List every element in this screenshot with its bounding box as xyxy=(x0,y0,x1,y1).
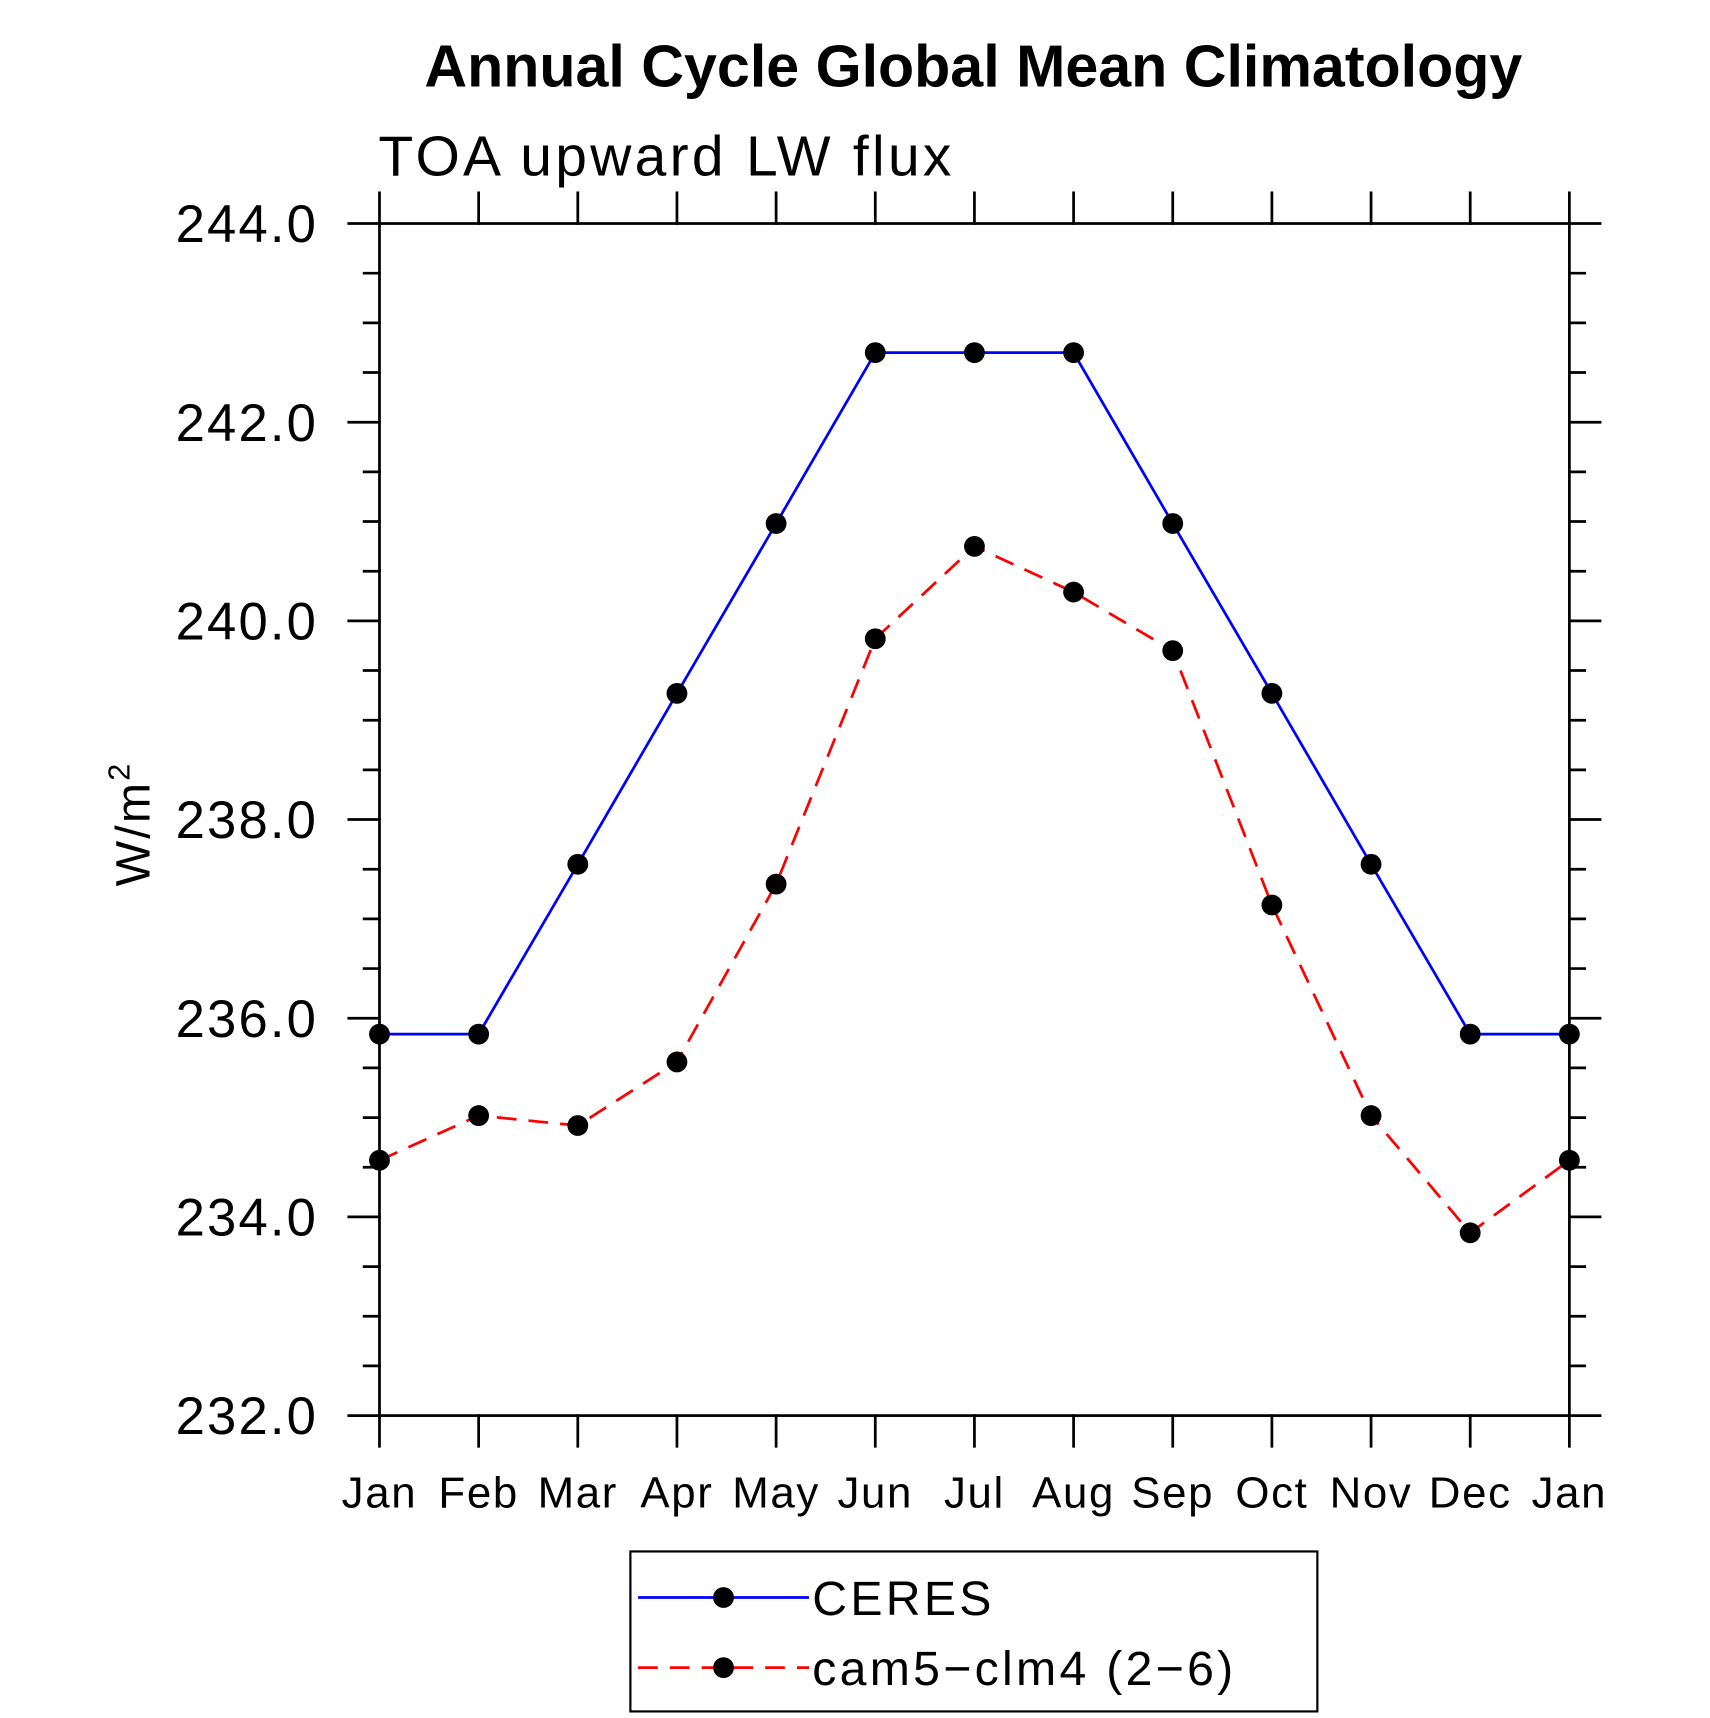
y-tick-label: 234.0 xyxy=(176,1189,319,1248)
y-axis-label-exponent: 2 xyxy=(103,762,137,781)
data-point xyxy=(765,873,787,895)
legend: CERES cam5−clm4 (2−6) xyxy=(629,1550,1319,1713)
data-point xyxy=(1063,342,1084,364)
series-layer xyxy=(369,342,1580,1244)
y-tick-label: 244.0 xyxy=(176,195,319,254)
x-tick-label: Sep xyxy=(1131,1469,1214,1518)
x-tick-label: Jun xyxy=(837,1469,913,1518)
data-point xyxy=(567,853,589,875)
x-tick-label: Mar xyxy=(538,1469,618,1518)
x-tick-label: Nov xyxy=(1330,1469,1413,1518)
legend-label-ceres: CERES xyxy=(812,1572,994,1626)
data-point xyxy=(964,342,985,364)
legend-box xyxy=(629,1550,1319,1713)
data-point xyxy=(1261,682,1283,704)
y-tick-label: 238.0 xyxy=(176,791,319,850)
data-point xyxy=(864,628,886,650)
data-point xyxy=(1558,1149,1580,1171)
data-point xyxy=(1162,513,1184,534)
data-point xyxy=(1360,1105,1382,1126)
x-tick-label: Feb xyxy=(438,1469,518,1518)
legend-marker xyxy=(713,1587,734,1608)
legend-label-cam5-clm4: cam5−clm4 (2−6) xyxy=(812,1642,1236,1696)
data-point xyxy=(369,1023,390,1045)
data-point xyxy=(468,1023,490,1045)
x-tick-label: Aug xyxy=(1032,1469,1115,1518)
x-tick-label: Apr xyxy=(640,1469,713,1518)
data-point xyxy=(1360,853,1382,875)
data-point xyxy=(1459,1222,1481,1244)
x-tick-label: Jan xyxy=(342,1469,418,1518)
data-point xyxy=(1459,1023,1481,1045)
x-tick-label: Oct xyxy=(1235,1469,1308,1518)
x-tick-label: May xyxy=(732,1469,820,1518)
y-axis-label-unit: W/m xyxy=(106,781,160,887)
x-tick-label: Jul xyxy=(944,1469,1005,1518)
data-point xyxy=(1162,640,1184,662)
x-tick-label: Dec xyxy=(1429,1469,1512,1518)
y-tick-label: 236.0 xyxy=(176,990,319,1049)
data-point xyxy=(964,535,985,557)
data-point xyxy=(1261,894,1283,916)
plot-axes: 244.0 242.0 240.0 238.0 236.0 234.0 232.0 Jan Fe… xyxy=(176,191,1608,1518)
chart-subtitle: TOA upward LW flux xyxy=(378,124,954,188)
x-tick-label: Jan xyxy=(1532,1469,1608,1518)
data-point xyxy=(666,682,688,704)
data-point xyxy=(765,513,787,534)
data-point xyxy=(567,1115,589,1136)
data-point xyxy=(864,342,886,364)
chart-title: Annual Cycle Global Mean Climatology xyxy=(424,33,1522,100)
data-point xyxy=(1558,1023,1580,1045)
y-axis-label: W/m2 xyxy=(103,762,161,887)
y-tick-label: 240.0 xyxy=(176,593,319,652)
legend-samples xyxy=(638,1587,809,1679)
data-point xyxy=(1063,581,1084,603)
legend-marker xyxy=(713,1657,734,1679)
data-point xyxy=(666,1051,688,1073)
y-tick-label: 232.0 xyxy=(176,1387,319,1446)
y-tick-label: 242.0 xyxy=(176,394,319,453)
data-point xyxy=(468,1105,490,1126)
series-ceres xyxy=(369,342,1580,1045)
series-cam5-clm4-2-6 xyxy=(369,535,1580,1244)
data-point xyxy=(369,1149,390,1171)
